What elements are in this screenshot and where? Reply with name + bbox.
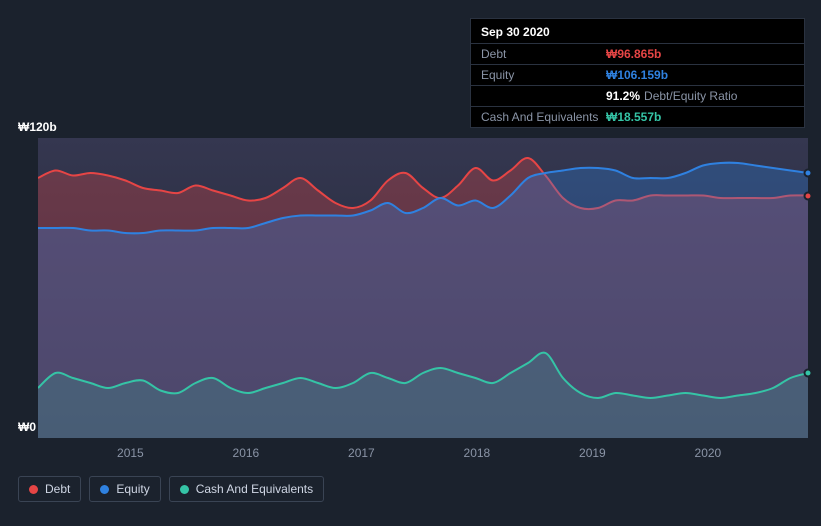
tooltip-row-value: ₩18.557b [606, 110, 661, 124]
tooltip-row-value: ₩96.865b [606, 47, 661, 61]
x-axis-tick: 2019 [579, 446, 606, 460]
legend-item[interactable]: Cash And Equivalents [169, 476, 324, 502]
y-axis-max-label: ₩120b [18, 120, 57, 134]
legend-dot-icon [29, 485, 38, 494]
x-axis-tick: 2018 [464, 446, 491, 460]
tooltip-row-label: Debt [481, 47, 606, 61]
legend-label: Debt [45, 482, 70, 496]
tooltip-row-label: Equity [481, 68, 606, 82]
tooltip-row-value: ₩106.159b [606, 68, 668, 82]
tooltip-row: Debt₩96.865b [471, 43, 804, 64]
y-axis-min-label: ₩0 [18, 420, 36, 434]
series-end-marker [804, 169, 813, 178]
tooltip-row-suffix: Debt/Equity Ratio [644, 89, 737, 103]
legend: Debt Equity Cash And Equivalents [18, 476, 324, 502]
legend-item[interactable]: Equity [89, 476, 160, 502]
x-axis-tick: 2017 [348, 446, 375, 460]
tooltip-rows: Debt₩96.865bEquity₩106.159b91.2%Debt/Equ… [471, 43, 804, 127]
x-axis-tick: 2016 [233, 446, 260, 460]
tooltip-row: Equity₩106.159b [471, 64, 804, 85]
x-axis-tick: 2020 [695, 446, 722, 460]
legend-label: Equity [116, 482, 149, 496]
tooltip-row-value: 91.2% [606, 89, 640, 103]
x-axis-tick: 2015 [117, 446, 144, 460]
tooltip-date: Sep 30 2020 [471, 19, 804, 43]
legend-dot-icon [100, 485, 109, 494]
legend-item[interactable]: Debt [18, 476, 81, 502]
chart-plot[interactable] [38, 138, 808, 438]
series-end-marker [804, 369, 813, 378]
data-tooltip: Sep 30 2020 Debt₩96.865bEquity₩106.159b9… [470, 18, 805, 128]
series-end-marker [804, 191, 813, 200]
legend-label: Cash And Equivalents [196, 482, 313, 496]
tooltip-row: Cash And Equivalents₩18.557b [471, 106, 804, 127]
legend-dot-icon [180, 485, 189, 494]
tooltip-row: 91.2% Debt/Equity Ratio [471, 85, 804, 106]
x-axis: 2015 2016 2017 2018 2019 2020 [38, 446, 808, 466]
tooltip-row-label: Cash And Equivalents [481, 110, 606, 124]
